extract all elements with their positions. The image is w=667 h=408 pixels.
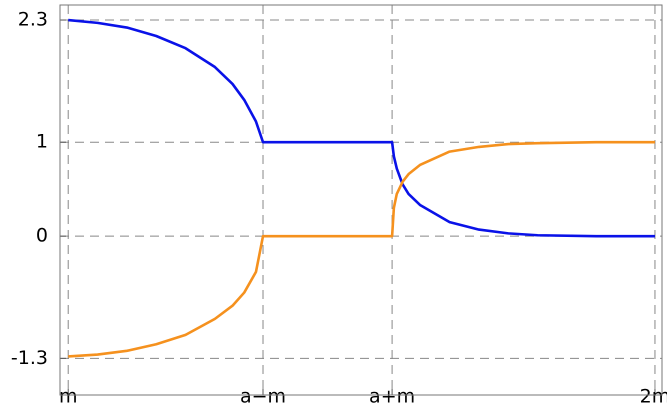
y-tick-label: 2.3: [18, 9, 48, 31]
x-tick-label: a−m: [240, 386, 286, 408]
series-line: [68, 18, 655, 238]
y-tick-label: -1.3: [11, 347, 48, 369]
series-line: [68, 140, 655, 358]
y-tick-label: 0: [36, 225, 48, 247]
x-tick-label: m: [59, 386, 78, 408]
x-tick-label: a+m: [369, 386, 415, 408]
x-tick-label: 2m: [640, 386, 667, 408]
plot-frame: [59, 4, 663, 396]
y-tick-label: 1: [36, 131, 48, 153]
